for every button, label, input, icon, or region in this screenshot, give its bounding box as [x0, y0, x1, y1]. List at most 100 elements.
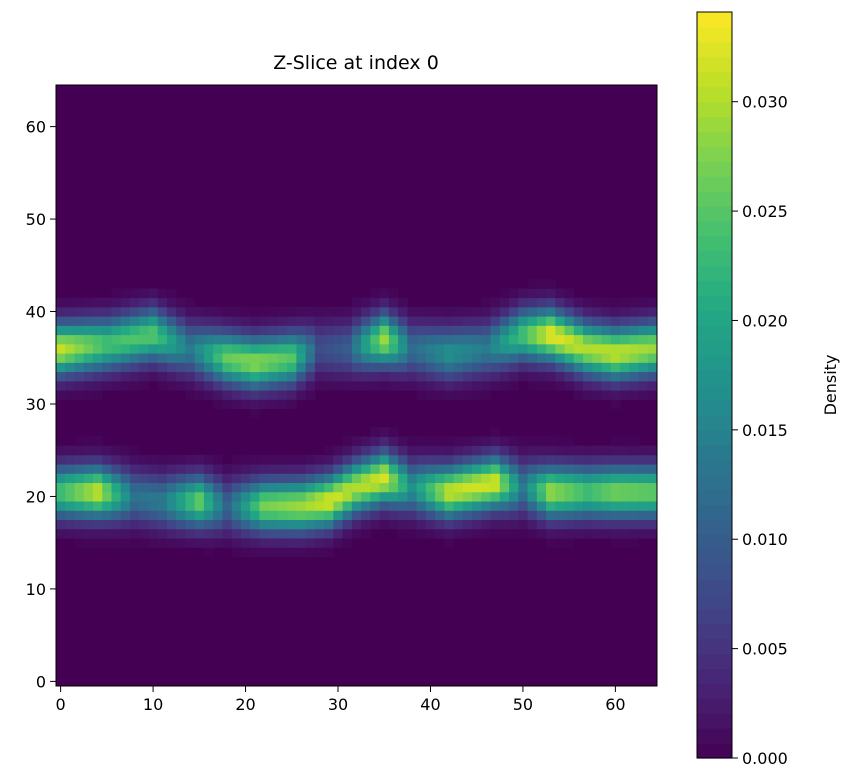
heatmap-cell: [564, 538, 575, 548]
heatmap-cell: [83, 528, 94, 539]
heatmap-cell: [490, 362, 501, 373]
heatmap-cell: [361, 436, 371, 447]
heatmap-cell: [462, 316, 473, 326]
heatmap-cell: [296, 473, 307, 484]
heatmap-cell: [56, 454, 66, 465]
heatmap-cell: [65, 519, 75, 530]
heatmap-cell: [166, 473, 177, 484]
heatmap-cell: [361, 306, 371, 317]
heatmap-cell: [324, 362, 334, 373]
heatmap-cell: [601, 519, 612, 530]
heatmap-cell: [259, 399, 270, 410]
heatmap-cell: [139, 538, 149, 548]
heatmap-cell: [194, 334, 205, 345]
heatmap-cell: [213, 538, 223, 548]
colorbar-segment: [697, 519, 732, 535]
heatmap-cell: [647, 380, 658, 391]
heatmap-cell: [314, 464, 325, 474]
heatmap-cell: [305, 371, 316, 382]
heatmap-cell: [573, 501, 584, 511]
heatmap-cell: [213, 501, 223, 511]
heatmap-cell: [111, 297, 122, 308]
heatmap-cell: [296, 501, 307, 511]
heatmap-cell: [435, 491, 445, 502]
heatmap-cell: [453, 519, 464, 530]
heatmap-cell: [111, 306, 122, 317]
heatmap-cell: [111, 288, 122, 299]
heatmap-cell: [564, 436, 575, 447]
heatmap-cell: [166, 501, 177, 511]
heatmap-cell: [527, 528, 538, 539]
heatmap-cell: [296, 519, 307, 530]
heatmap-cell: [379, 362, 390, 373]
heatmap-cell: [268, 510, 279, 521]
heatmap-cell: [324, 519, 334, 530]
heatmap-cell: [259, 528, 270, 539]
heatmap-cell: [56, 510, 66, 521]
heatmap-cell: [342, 519, 353, 530]
heatmap-cell: [416, 454, 427, 465]
heatmap-cell: [527, 510, 538, 521]
colorbar-segment: [697, 504, 732, 520]
heatmap-cell: [490, 343, 501, 354]
heatmap-cell: [416, 528, 427, 539]
heatmap-cell: [102, 510, 112, 521]
heatmap-cell: [203, 464, 214, 474]
heatmap-cell: [83, 482, 94, 493]
heatmap-cell: [139, 316, 149, 326]
heatmap-cell: [555, 343, 565, 354]
heatmap-cell: [120, 473, 131, 484]
heatmap-cell: [435, 482, 445, 493]
heatmap-cell: [527, 325, 538, 336]
heatmap-cell: [287, 316, 297, 326]
heatmap-cell: [231, 343, 242, 354]
heatmap-cell: [453, 371, 464, 382]
heatmap-cell: [176, 334, 186, 345]
heatmap-cell: [83, 306, 94, 317]
colorbar-label: Density: [821, 355, 840, 416]
heatmap-cell: [527, 445, 538, 456]
heatmap-cell: [564, 501, 575, 511]
heatmap-cell: [250, 316, 260, 326]
heatmap-cell: [56, 482, 66, 493]
heatmap-cell: [564, 482, 575, 493]
heatmap-cell: [333, 519, 344, 530]
heatmap-cell: [564, 316, 575, 326]
heatmap-cell: [379, 491, 390, 502]
heatmap-cell: [240, 306, 251, 317]
heatmap-cell: [583, 353, 593, 363]
heatmap-cell: [379, 445, 390, 456]
heatmap-cell: [222, 473, 233, 484]
heatmap-cell: [120, 482, 131, 493]
heatmap-cell: [139, 501, 149, 511]
heatmap-cell: [185, 473, 196, 484]
heatmap-cell: [555, 445, 565, 456]
heatmap-cell: [425, 454, 436, 465]
heatmap-cell: [166, 380, 177, 391]
heatmap-cell: [185, 316, 196, 326]
heatmap-cell: [527, 316, 538, 326]
heatmap-cell: [546, 473, 556, 484]
heatmap-cell: [268, 325, 279, 336]
heatmap-cell: [490, 325, 501, 336]
heatmap-cell: [74, 491, 85, 502]
y-tick-label: 10: [26, 580, 46, 599]
heatmap-cell: [314, 334, 325, 345]
heatmap-cell: [111, 334, 122, 345]
heatmap-cell: [370, 325, 381, 336]
heatmap-cell: [453, 464, 464, 474]
heatmap-cell: [148, 501, 159, 511]
heatmap-cell: [462, 491, 473, 502]
heatmap-cell: [314, 325, 325, 336]
heatmap-cell: [370, 491, 381, 502]
heatmap-cell: [416, 445, 427, 456]
heatmap-cell: [194, 316, 205, 326]
heatmap-cell: [444, 380, 455, 391]
heatmap-cell: [129, 343, 140, 354]
heatmap-cell: [453, 334, 464, 345]
heatmap-cell: [388, 334, 399, 345]
heatmap-cell: [407, 362, 418, 373]
heatmap-cell: [231, 371, 242, 382]
heatmap-cell: [638, 371, 649, 382]
heatmap-cell: [240, 547, 251, 558]
